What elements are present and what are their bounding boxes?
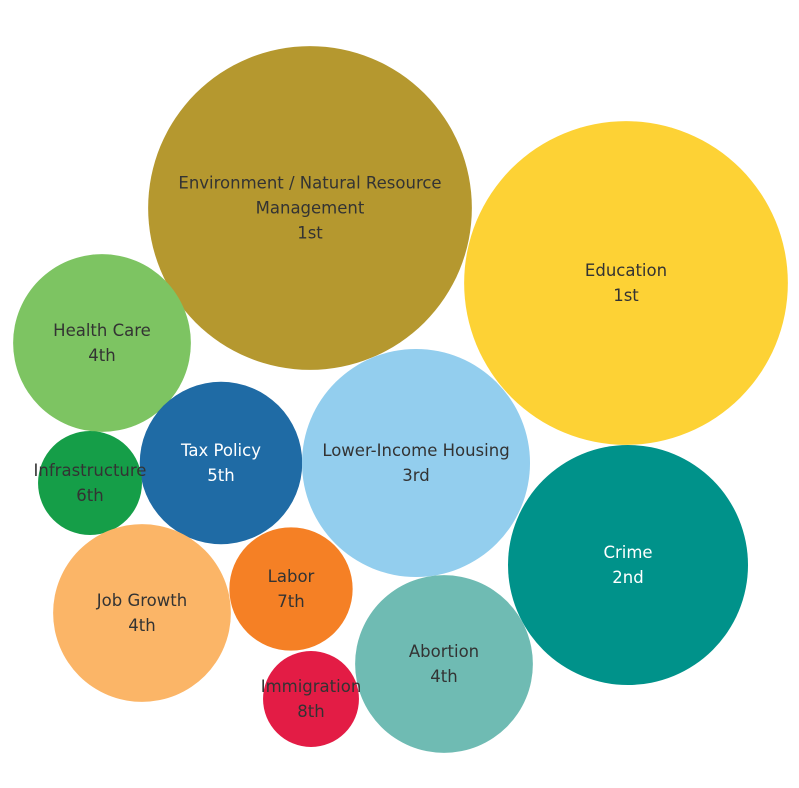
rank-label: 4th	[88, 346, 116, 365]
rank-label: 2nd	[612, 568, 644, 587]
bubble-label: Tax Policy 5th	[151, 438, 291, 488]
bubble	[301, 348, 531, 578]
bubble-label: Job Growth 4th	[62, 588, 222, 638]
category-label: Infrastructure	[33, 461, 147, 480]
category-label: Abortion	[408, 642, 480, 661]
bubble-label: Infrastructure 6th	[25, 458, 155, 508]
rank-label: 8th	[297, 702, 325, 721]
bubble	[263, 651, 359, 747]
bubble	[508, 445, 748, 685]
bubble-label: Labor 7th	[236, 564, 346, 614]
category-label: Lower-Income Housing	[322, 441, 510, 460]
category-label: Immigration	[260, 677, 362, 696]
bubble	[38, 431, 142, 535]
category-label: Tax Policy	[181, 441, 261, 460]
category-label: Crime	[603, 543, 653, 562]
bubble	[464, 121, 788, 445]
rank-label: 3rd	[402, 466, 430, 485]
rank-label: 4th	[430, 667, 458, 686]
bubble-label: Lower-Income Housing 3rd	[311, 438, 521, 488]
bubble-label: Crime 2nd	[528, 540, 728, 590]
bubble	[139, 381, 303, 545]
category-label: Job Growth	[96, 591, 188, 610]
bubble	[148, 46, 472, 370]
rank-label: 7th	[277, 592, 305, 611]
bubble-label: Abortion 4th	[364, 639, 524, 689]
category-label: Environment / Natural Resource Managemen…	[178, 173, 442, 218]
bubble	[53, 524, 231, 702]
rank-label: 6th	[76, 486, 104, 505]
category-label: Labor	[267, 567, 315, 586]
rank-label: 5th	[207, 466, 235, 485]
bubble	[229, 527, 353, 651]
bubble	[13, 254, 191, 432]
bubble	[355, 575, 533, 753]
bubble-label: Health Care 4th	[22, 318, 182, 368]
rank-label: 1st	[297, 223, 323, 243]
bubble-label: Immigration 8th	[251, 674, 371, 724]
rank-label: 4th	[128, 616, 156, 635]
rank-label: 1st	[613, 286, 639, 305]
bubble-label: Environment / Natural Resource Managemen…	[165, 171, 455, 246]
bubble-label: Education 1st	[526, 258, 726, 308]
category-label: Education	[584, 261, 668, 280]
category-label: Health Care	[53, 321, 151, 340]
